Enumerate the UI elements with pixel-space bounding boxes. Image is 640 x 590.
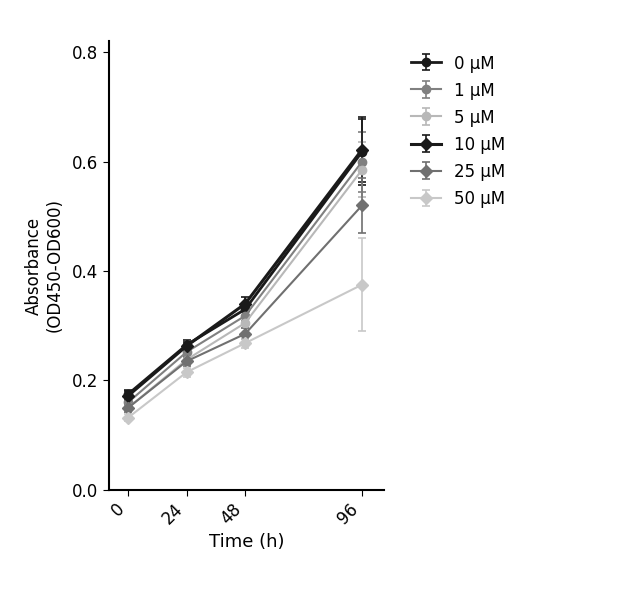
Legend: 0 μM, 1 μM, 5 μM, 10 μM, 25 μM, 50 μM: 0 μM, 1 μM, 5 μM, 10 μM, 25 μM, 50 μM <box>406 50 511 214</box>
Y-axis label: Absorbance
(OD450-OD600): Absorbance (OD450-OD600) <box>25 198 63 333</box>
X-axis label: Time (h): Time (h) <box>209 533 284 551</box>
